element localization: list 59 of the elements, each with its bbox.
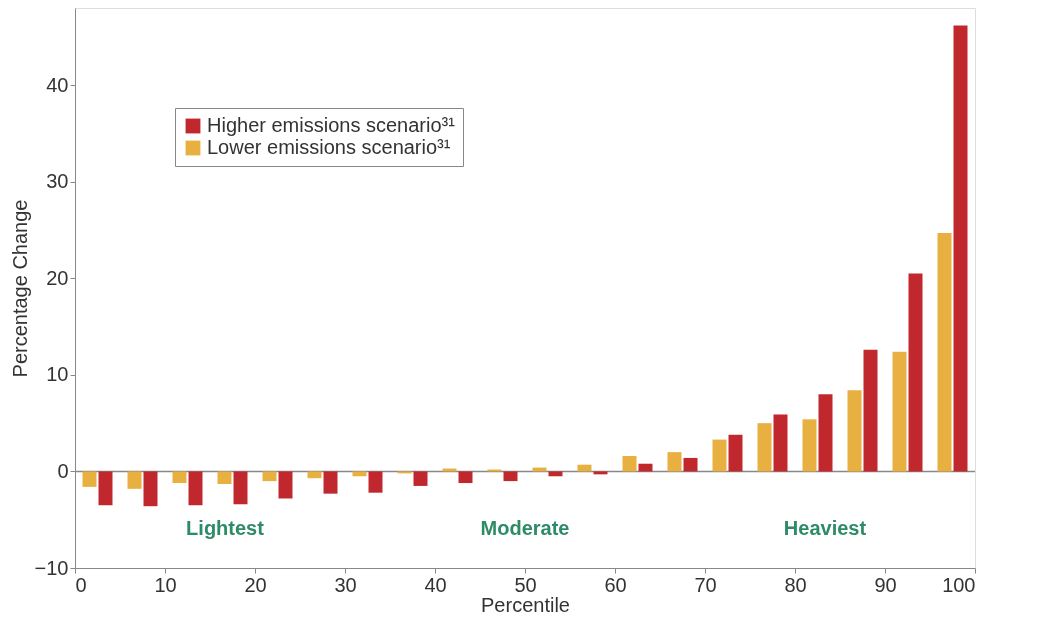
bar [323, 471, 338, 494]
bar [262, 471, 277, 482]
bar [712, 439, 727, 472]
bar [908, 273, 923, 472]
bar [368, 471, 383, 493]
bar [278, 471, 293, 499]
bar [307, 471, 322, 479]
bar [638, 463, 653, 472]
bar [773, 414, 788, 472]
bar [188, 471, 203, 506]
annotation: Moderate [480, 516, 570, 539]
bar [667, 452, 682, 472]
bar [352, 471, 367, 477]
x-tick-label: 40 [424, 573, 447, 596]
bar [143, 471, 158, 507]
bar [127, 471, 142, 489]
bar [953, 25, 968, 472]
bar [892, 351, 907, 472]
y-tick-label: 10 [46, 363, 69, 386]
x-tick-label: 90 [874, 573, 897, 596]
legend-label: Lower emissions scenario³¹ [207, 136, 451, 158]
bar [757, 423, 772, 472]
y-tick-label: 30 [46, 170, 69, 193]
y-axis-title: Percentage Change [8, 199, 31, 378]
x-tick-label: 20 [244, 573, 267, 596]
bar [172, 471, 187, 484]
y-tick-label: 0 [57, 459, 69, 482]
bar [233, 471, 248, 505]
x-tick-label: 80 [784, 573, 807, 596]
y-tick-label: −10 [34, 556, 69, 579]
bar [622, 456, 637, 472]
bar [593, 471, 608, 475]
bar [98, 471, 113, 506]
y-tick-label: 40 [46, 73, 69, 96]
bar [937, 232, 952, 472]
bar [82, 471, 97, 487]
x-tick-label: 30 [334, 573, 357, 596]
x-tick-label: 50 [514, 573, 537, 596]
x-tick-label: 70 [694, 573, 717, 596]
x-tick-label: 100 [942, 573, 976, 596]
bar [818, 394, 833, 472]
bar [683, 457, 698, 472]
bar [548, 471, 563, 477]
x-axis-title: Percentile [481, 593, 570, 616]
x-tick-label: 60 [604, 573, 627, 596]
bar [863, 349, 878, 472]
bar [413, 471, 428, 486]
bar [458, 471, 473, 484]
bar [728, 434, 743, 472]
bar [503, 471, 518, 482]
y-tick-label: 20 [46, 266, 69, 289]
bar [217, 471, 232, 484]
annotation: Heaviest [783, 516, 867, 539]
x-tick-label: 0 [75, 573, 87, 596]
x-tick-label: 10 [154, 573, 177, 596]
bar [802, 419, 817, 472]
annotation: Lightest [186, 516, 265, 539]
legend-label: Higher emissions scenario³¹ [207, 114, 456, 136]
bar [847, 390, 862, 472]
